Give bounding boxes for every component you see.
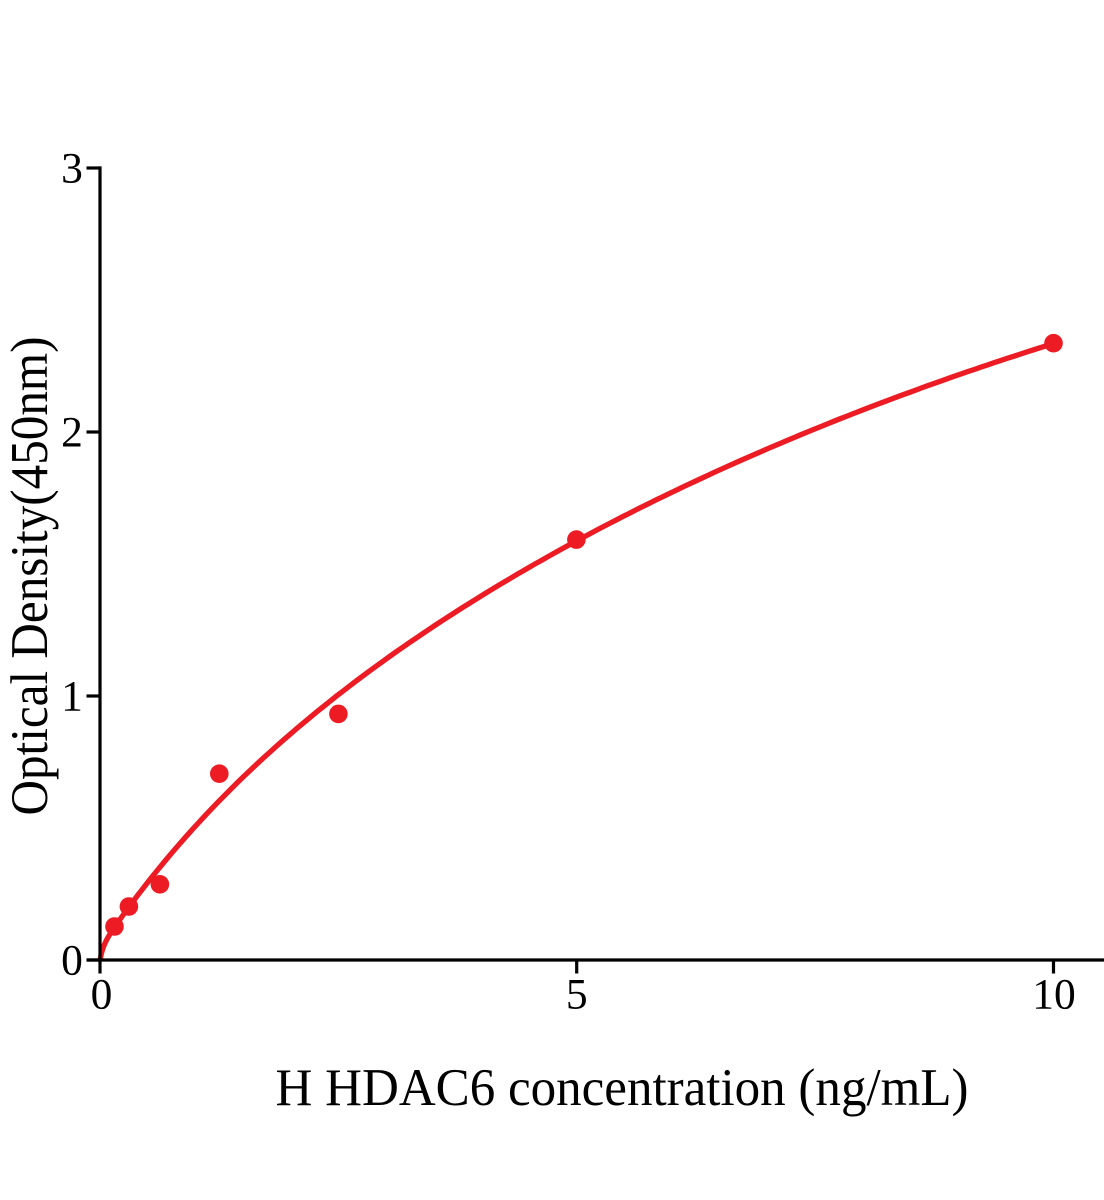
svg-text:0: 0 [91, 971, 113, 1019]
svg-text:5: 5 [566, 971, 588, 1019]
svg-text:0: 0 [61, 937, 83, 985]
svg-text:10: 10 [1032, 971, 1076, 1019]
svg-text:2: 2 [61, 409, 83, 457]
svg-text:3: 3 [61, 145, 83, 193]
svg-text:1: 1 [61, 673, 83, 721]
svg-text:H HDAC6 concentration (ng/mL): H HDAC6 concentration (ng/mL) [276, 1059, 969, 1117]
svg-text:Optical Density(450nm): Optical Density(450nm) [1, 337, 59, 816]
